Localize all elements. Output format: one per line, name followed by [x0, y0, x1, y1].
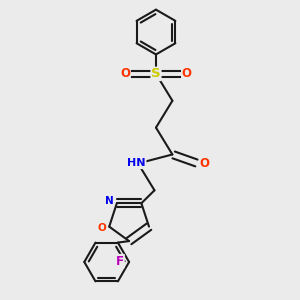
Text: F: F	[116, 255, 124, 268]
Text: O: O	[120, 68, 130, 80]
Text: HN: HN	[127, 158, 146, 168]
Text: O: O	[98, 223, 106, 233]
Text: O: O	[182, 68, 192, 80]
Text: O: O	[199, 157, 209, 170]
Text: S: S	[151, 68, 161, 80]
Text: N: N	[105, 196, 114, 206]
